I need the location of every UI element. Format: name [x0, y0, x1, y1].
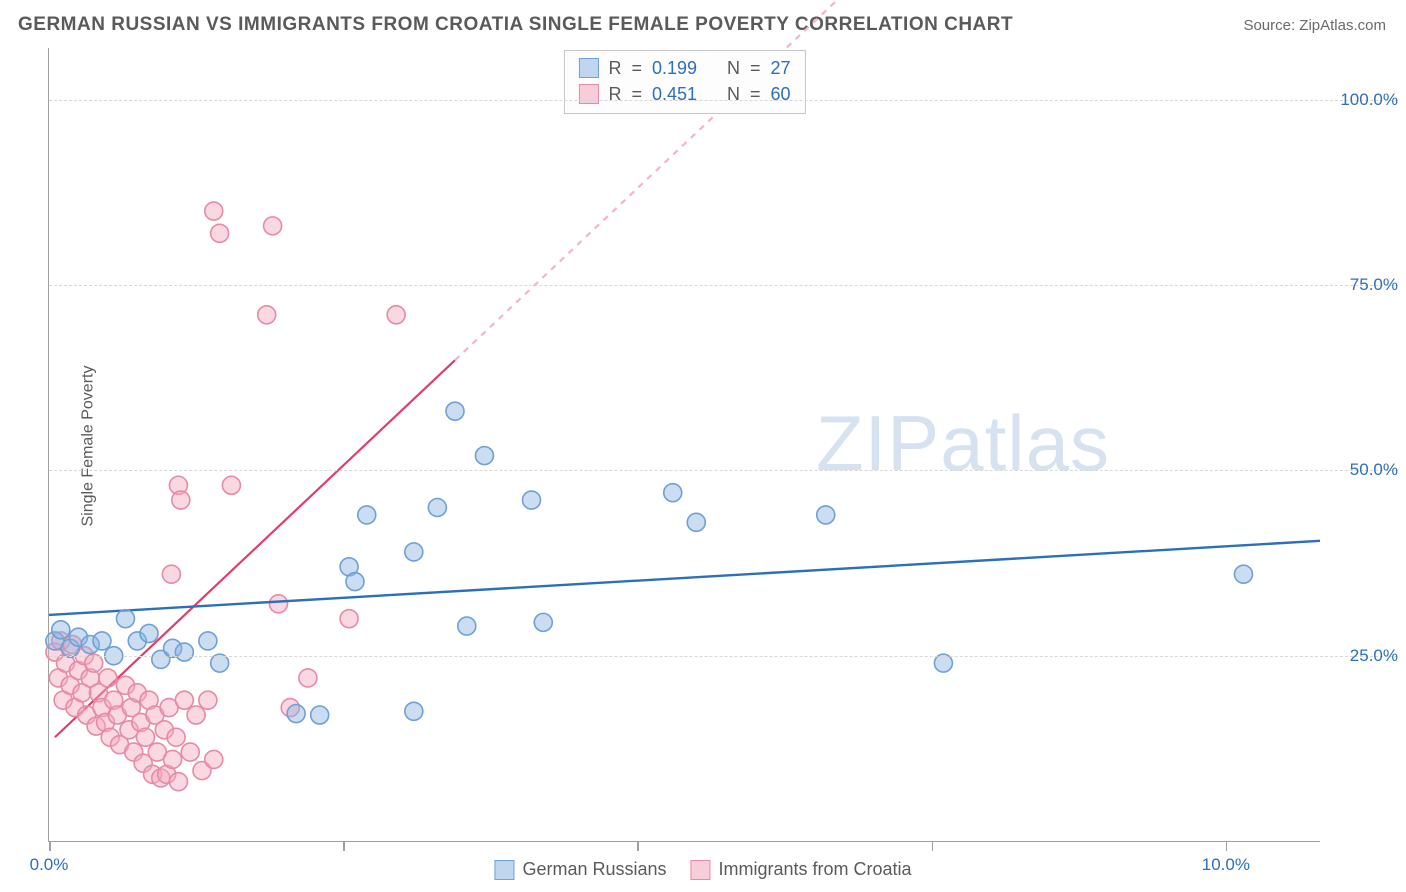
blue-point [428, 498, 446, 516]
blue-point [311, 706, 329, 724]
blue-point [140, 624, 158, 642]
pink-point [387, 306, 405, 324]
pink-point [264, 217, 282, 235]
equals-sign: = [631, 81, 642, 107]
blue-point [475, 447, 493, 465]
swatch-blue [494, 860, 514, 880]
pink-point [85, 654, 103, 672]
swatch-blue [578, 58, 598, 78]
x-tick-label: 0.0% [30, 855, 69, 875]
pink-point [222, 476, 240, 494]
y-tick-label: 75.0% [1350, 275, 1398, 295]
legend-series: German Russians Immigrants from Croatia [494, 859, 911, 880]
legend-r-label: R [608, 81, 621, 107]
pink-point [340, 610, 358, 628]
equals-sign: = [750, 81, 761, 107]
header-bar: GERMAN RUSSIAN VS IMMIGRANTS FROM CROATI… [18, 14, 1386, 36]
pink-point [169, 773, 187, 791]
blue-point [934, 654, 952, 672]
x-tick [637, 841, 639, 851]
blue-point [175, 643, 193, 661]
swatch-pink [691, 860, 711, 880]
x-tick [343, 841, 345, 851]
legend-row-pink: R = 0.451 N = 60 [578, 81, 790, 107]
x-tick-label: 10.0% [1202, 855, 1250, 875]
legend-row-blue: R = 0.199 N = 27 [578, 55, 790, 81]
pink-point [187, 706, 205, 724]
blue-point [199, 632, 217, 650]
pink-point [175, 691, 193, 709]
blue-point [211, 654, 229, 672]
legend-n-value-blue: 27 [771, 55, 791, 81]
gridline [49, 100, 1398, 101]
pink-point [258, 306, 276, 324]
pink-point [269, 595, 287, 613]
pink-point [137, 728, 155, 746]
blue-point [687, 513, 705, 531]
blue-trendline [49, 541, 1320, 615]
legend-item-blue: German Russians [494, 859, 666, 880]
legend-correlation-box: R = 0.199 N = 27 R = 0.451 N = 60 [563, 50, 805, 114]
pink-point [199, 691, 217, 709]
gridline [49, 656, 1398, 657]
equals-sign: = [750, 55, 761, 81]
pink-point [99, 669, 117, 687]
blue-point [523, 491, 541, 509]
blue-point [116, 610, 134, 628]
gridline [49, 470, 1398, 471]
swatch-pink [578, 84, 598, 104]
pink-point [172, 491, 190, 509]
gridline [49, 285, 1398, 286]
y-tick-label: 25.0% [1350, 646, 1398, 666]
pink-point [181, 743, 199, 761]
y-tick-label: 100.0% [1340, 90, 1398, 110]
chart-title: GERMAN RUSSIAN VS IMMIGRANTS FROM CROATI… [18, 14, 1013, 36]
pink-point [205, 750, 223, 768]
blue-point [458, 617, 476, 635]
blue-point [405, 702, 423, 720]
blue-point [346, 573, 364, 591]
legend-n-value-pink: 60 [771, 81, 791, 107]
pink-point [164, 750, 182, 768]
plot-svg [49, 48, 1320, 841]
plot-area: ZIPatlas R = 0.199 N = 27 R = 0.451 N = … [48, 48, 1320, 842]
pink-point [299, 669, 317, 687]
pink-point [162, 565, 180, 583]
blue-point [817, 506, 835, 524]
legend-item-pink: Immigrants from Croatia [691, 859, 912, 880]
source-attribution: Source: ZipAtlas.com [1243, 17, 1386, 34]
legend-n-label: N [727, 55, 740, 81]
blue-point [664, 484, 682, 502]
blue-point [52, 621, 70, 639]
blue-point [405, 543, 423, 561]
legend-r-label: R [608, 55, 621, 81]
pink-point [167, 728, 185, 746]
y-tick-label: 50.0% [1350, 460, 1398, 480]
legend-r-value-blue: 0.199 [652, 55, 697, 81]
x-tick [49, 841, 51, 851]
x-tick [1226, 841, 1228, 851]
x-tick [932, 841, 934, 851]
blue-point [358, 506, 376, 524]
legend-r-value-pink: 0.451 [652, 81, 697, 107]
pink-point [205, 202, 223, 220]
legend-label-blue: German Russians [522, 859, 666, 880]
blue-point [1235, 565, 1253, 583]
blue-point [446, 402, 464, 420]
blue-point [287, 705, 305, 723]
blue-point [534, 613, 552, 631]
blue-point [93, 632, 111, 650]
pink-point [211, 224, 229, 242]
legend-n-label: N [727, 81, 740, 107]
equals-sign: = [631, 55, 642, 81]
legend-label-pink: Immigrants from Croatia [719, 859, 912, 880]
